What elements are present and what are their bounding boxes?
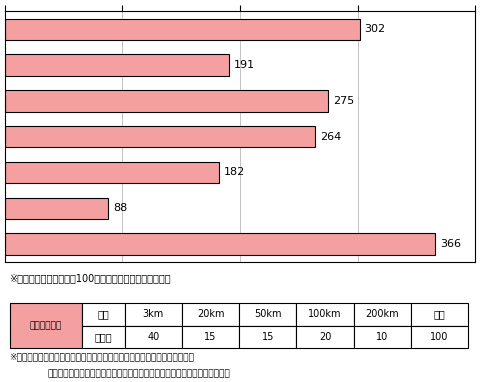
Text: 182: 182 xyxy=(224,167,245,178)
Text: 100: 100 xyxy=(431,332,449,342)
Text: 50km: 50km xyxy=(254,309,282,319)
Bar xyxy=(10,303,83,348)
Text: ※　バックアップや故障復旧対応等のサービスの水準は各都市により異なる: ※ バックアップや故障復旧対応等のサービスの水準は各都市により異なる xyxy=(10,353,194,361)
Text: ※　以下のモデル（合討100回線）を用いて比較している: ※ 以下のモデル（合討100回線）を用いて比較している xyxy=(10,273,171,283)
Text: 302: 302 xyxy=(365,24,386,34)
Bar xyxy=(182,325,239,348)
Bar xyxy=(354,325,411,348)
Text: 366: 366 xyxy=(440,239,461,249)
Text: 距離: 距離 xyxy=(98,309,109,319)
Bar xyxy=(239,325,297,348)
Bar xyxy=(5,54,229,76)
Text: 回線数: 回線数 xyxy=(95,332,112,342)
Bar xyxy=(5,90,328,112)
Bar xyxy=(125,325,182,348)
Bar xyxy=(83,325,125,348)
Text: 100km: 100km xyxy=(308,309,342,319)
Text: 3km: 3km xyxy=(143,309,164,319)
Text: （出典）総務省「平成１８年度　電気通信サービスに係る内外価格差調査」: （出典）総務省「平成１８年度 電気通信サービスに係る内外価格差調査」 xyxy=(47,370,230,379)
Bar xyxy=(297,325,354,348)
Text: 距離別回線数: 距離別回線数 xyxy=(30,321,62,330)
Bar xyxy=(5,19,360,40)
Text: 40: 40 xyxy=(147,332,159,342)
Text: 200km: 200km xyxy=(365,309,399,319)
Bar xyxy=(5,162,219,183)
Bar xyxy=(411,303,468,325)
Bar xyxy=(411,325,468,348)
Bar xyxy=(125,303,182,325)
Bar xyxy=(239,303,297,325)
Text: 88: 88 xyxy=(113,203,127,213)
Bar xyxy=(297,303,354,325)
Bar xyxy=(354,303,411,325)
Text: 191: 191 xyxy=(234,60,255,70)
Bar xyxy=(83,303,125,325)
Text: 20km: 20km xyxy=(197,309,224,319)
Bar xyxy=(5,197,108,219)
Text: 20: 20 xyxy=(319,332,331,342)
Text: 10: 10 xyxy=(376,332,388,342)
Text: 合計: 合計 xyxy=(433,309,445,319)
Text: 15: 15 xyxy=(204,332,217,342)
Text: 275: 275 xyxy=(333,96,354,106)
Bar xyxy=(5,126,315,147)
Bar xyxy=(182,303,239,325)
Bar xyxy=(5,233,435,255)
Text: 15: 15 xyxy=(262,332,274,342)
Text: 264: 264 xyxy=(320,132,341,142)
